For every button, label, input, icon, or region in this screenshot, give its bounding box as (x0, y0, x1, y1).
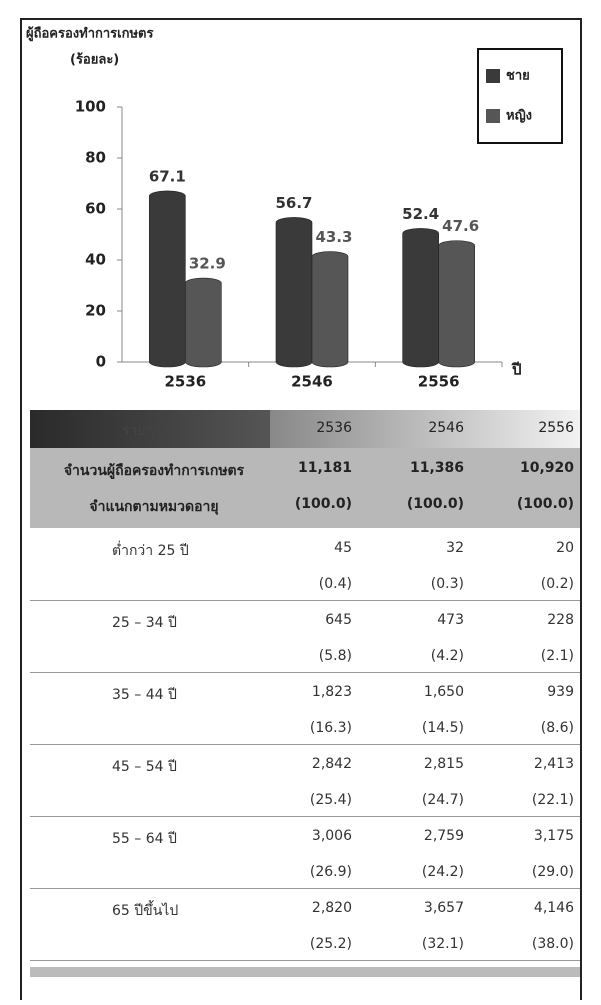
data-label: 52.4 (402, 205, 439, 223)
total-count: 10,920 (519, 460, 574, 476)
x-tick-label: 2536 (164, 373, 206, 391)
row-share: (0.4) (318, 576, 352, 592)
row-count: 3,175 (533, 828, 574, 844)
row-share: (25.4) (309, 792, 352, 808)
row-label: 35 – 44 ปี (112, 687, 177, 703)
row-count: 2,759 (423, 828, 464, 844)
row-share: (26.9) (309, 864, 352, 880)
row-count: 1,823 (311, 684, 352, 700)
y-tick-label: 80 (85, 149, 106, 167)
row-separator (30, 888, 580, 889)
row-share: (24.2) (421, 864, 464, 880)
header-cell: 2536 (316, 420, 352, 436)
row-count: 228 (547, 612, 574, 628)
row-share: (0.2) (540, 576, 574, 592)
total-label: จำนวนผู้ถือครองทำการเกษตร (63, 463, 245, 479)
legend-swatch (486, 109, 500, 123)
total-label: จำแนกตามหมวดอายุ (89, 499, 219, 515)
row-count: 32 (446, 540, 464, 556)
row-share: (32.1) (421, 936, 464, 952)
row-separator (30, 744, 580, 745)
row-share: (22.1) (531, 792, 574, 808)
total-share: (100.0) (516, 496, 574, 512)
chart: ผู้ถือครองทำการเกษตร (ร้อยละ) ปี 0 20 40 60… (26, 26, 563, 391)
total-count: 11,181 (297, 460, 352, 476)
bar (311, 251, 349, 368)
row-share: (8.6) (540, 720, 574, 736)
bar (438, 240, 475, 368)
row-label: 55 – 64 ปี (112, 831, 177, 847)
header-cell: 2546 (428, 420, 464, 436)
x-tick-label: 2546 (291, 373, 333, 391)
row-count: 3,006 (311, 828, 352, 844)
legend-label: ชาย (506, 69, 530, 84)
row-separator (30, 672, 580, 673)
row-separator (30, 816, 580, 817)
bar (402, 228, 439, 368)
row-separator (30, 600, 580, 601)
row-share: (29.0) (531, 864, 574, 880)
data-label: 47.6 (442, 217, 479, 235)
data-label: 32.9 (189, 255, 226, 273)
row-share: (14.5) (421, 720, 464, 736)
legend-box (477, 48, 563, 144)
total-share: (100.0) (294, 496, 352, 512)
y-tick-label: 60 (85, 200, 106, 218)
row-count: 20 (556, 540, 574, 556)
row-count: 1,650 (423, 684, 464, 700)
y-tick-label: 40 (85, 251, 106, 269)
row-share: (0.3) (430, 576, 464, 592)
row-share: (16.3) (309, 720, 352, 736)
row-share: (25.2) (309, 936, 352, 952)
header-cell: รายการ (122, 423, 170, 439)
row-count: 2,842 (311, 756, 352, 772)
header-bg (30, 410, 270, 448)
row-share: (24.7) (421, 792, 464, 808)
y-tick-label: 0 (96, 353, 106, 371)
footer-bar (30, 967, 580, 977)
total-share: (100.0) (406, 496, 464, 512)
row-share: (38.0) (531, 936, 574, 952)
y-tick-label: 100 (75, 98, 106, 116)
row-label: ต่ำกว่า 25 ปี (112, 543, 189, 559)
row-count: 473 (437, 612, 464, 628)
y-tick-label: 20 (85, 302, 106, 320)
data-label: 67.1 (149, 167, 186, 185)
chart-title: ผู้ถือครองทำการเกษตร (26, 26, 153, 42)
bar (185, 277, 222, 368)
row-share: (2.1) (540, 648, 574, 664)
row-count: 645 (325, 612, 352, 628)
y-axis-label: (ร้อยละ) (70, 52, 119, 68)
row-count: 2,815 (423, 756, 464, 772)
bar (149, 190, 186, 368)
legend-swatch (486, 69, 500, 83)
row-label: 25 – 34 ปี (112, 615, 177, 631)
row-count: 4,146 (533, 900, 574, 916)
row-count: 939 (547, 684, 574, 700)
row-count: 2,413 (533, 756, 574, 772)
header-cell: 2556 (538, 420, 574, 436)
row-separator (30, 960, 580, 961)
legend-label: หญิง (506, 109, 532, 124)
row-count: 2,820 (311, 900, 352, 916)
document-frame: ผู้ถือครองทำการเกษตร (ร้อยละ) ปี 0 20 40 60… (20, 18, 582, 1000)
row-count: 45 (334, 540, 352, 556)
row-label: 45 – 54 ปี (112, 759, 177, 775)
data-label: 43.3 (315, 228, 352, 246)
bar (275, 217, 313, 368)
data-label: 56.7 (275, 194, 312, 212)
row-share: (5.8) (318, 648, 352, 664)
row-share: (4.2) (430, 648, 464, 664)
header-bg (270, 410, 580, 448)
x-axis-label: ปี (511, 361, 521, 379)
row-label: 65 ปีขึ้นไป (112, 903, 179, 919)
total-count: 11,386 (409, 460, 464, 476)
row-count: 3,657 (423, 900, 464, 916)
x-tick-label: 2556 (418, 373, 460, 391)
total-bg (30, 448, 580, 528)
